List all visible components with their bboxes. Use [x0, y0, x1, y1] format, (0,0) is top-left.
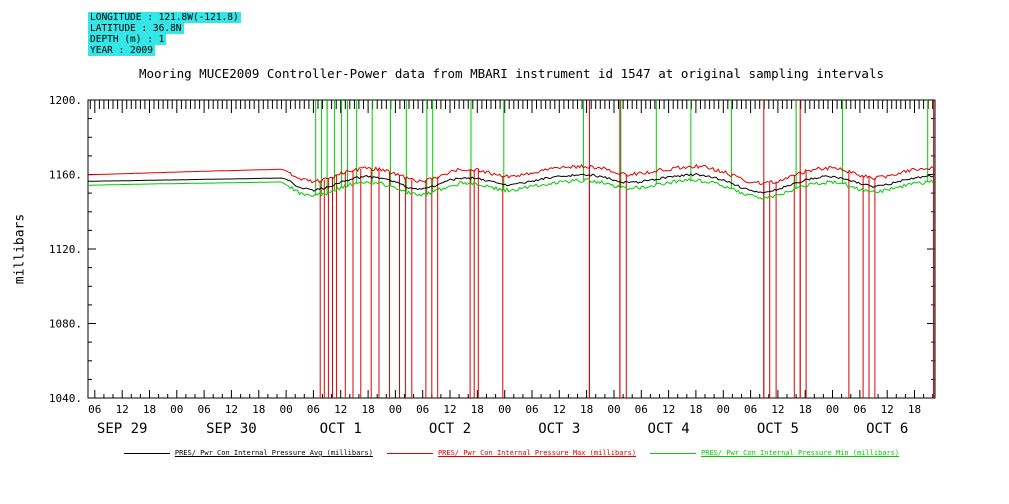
legend: PRES/ Pwr Con Internal Pressure Avg (mil… [88, 449, 935, 457]
page-title: Mooring MUCE2009 Controller-Power data f… [138, 66, 885, 81]
svg-text:1200.: 1200. [49, 94, 82, 107]
svg-text:18: 18 [361, 403, 374, 416]
svg-text:12: 12 [553, 403, 566, 416]
svg-text:00: 00 [389, 403, 402, 416]
svg-text:SEP 29: SEP 29 [97, 421, 148, 437]
legend-label-max: PRES/ Pwr Con Internal Pressure Max (mil… [437, 449, 637, 457]
svg-text:SEP 30: SEP 30 [206, 421, 257, 437]
svg-text:OCT 3: OCT 3 [538, 421, 580, 437]
legend-label-min: PRES/ Pwr Con Internal Pressure Min (mil… [701, 449, 900, 457]
svg-text:06: 06 [744, 403, 757, 416]
svg-text:00: 00 [498, 403, 511, 416]
legend-line-swatch-avg [123, 452, 170, 454]
svg-text:1160.: 1160. [49, 169, 82, 182]
legend-line-swatch-max [386, 452, 433, 454]
svg-text:18: 18 [580, 403, 593, 416]
svg-text:06: 06 [88, 403, 101, 416]
station-info-block: LONGITUDE : 121.8W(-121.8) LATITUDE : 36… [88, 12, 241, 56]
legend-item-avg: PRES/ Pwr Con Internal Pressure Avg (mil… [123, 449, 373, 457]
svg-text:18: 18 [252, 403, 265, 416]
year-label: YEAR : 2009 [88, 45, 155, 56]
legend-item-max: PRES/ Pwr Con Internal Pressure Max (mil… [386, 449, 637, 457]
depth-label: DEPTH (m) : 1 [88, 34, 167, 45]
svg-text:12: 12 [334, 403, 347, 416]
svg-text:00: 00 [717, 403, 730, 416]
svg-text:OCT 4: OCT 4 [648, 421, 690, 437]
svg-text:00: 00 [826, 403, 839, 416]
svg-text:OCT 5: OCT 5 [757, 421, 799, 437]
svg-text:18: 18 [689, 403, 702, 416]
legend-item-min: PRES/ Pwr Con Internal Pressure Min (mil… [650, 449, 899, 457]
svg-text:06: 06 [197, 403, 210, 416]
svg-text:12: 12 [443, 403, 456, 416]
svg-text:06: 06 [525, 403, 538, 416]
legend-label-avg: PRES/ Pwr Con Internal Pressure Avg (mil… [174, 449, 373, 457]
svg-text:12: 12 [662, 403, 675, 416]
svg-text:00: 00 [279, 403, 292, 416]
svg-text:1120.: 1120. [49, 243, 82, 256]
svg-text:12: 12 [116, 403, 129, 416]
legend-line-swatch-min [650, 452, 697, 454]
svg-text:1080.: 1080. [49, 318, 82, 331]
latitude-label: LATITUDE : 36.8N [88, 23, 184, 34]
svg-text:12: 12 [225, 403, 238, 416]
svg-text:OCT 1: OCT 1 [320, 421, 362, 437]
svg-text:06: 06 [416, 403, 429, 416]
svg-text:06: 06 [853, 403, 866, 416]
svg-text:06: 06 [635, 403, 648, 416]
longitude-label: LONGITUDE : 121.8W(-121.8) [88, 12, 241, 23]
svg-text:OCT 2: OCT 2 [429, 421, 471, 437]
svg-text:06: 06 [307, 403, 320, 416]
svg-text:18: 18 [908, 403, 921, 416]
svg-text:OCT 6: OCT 6 [866, 421, 908, 437]
svg-text:00: 00 [607, 403, 620, 416]
svg-text:00: 00 [170, 403, 183, 416]
svg-text:18: 18 [471, 403, 484, 416]
svg-text:1040.: 1040. [49, 392, 82, 405]
svg-text:18: 18 [143, 403, 156, 416]
svg-text:12: 12 [881, 403, 894, 416]
svg-text:12: 12 [771, 403, 784, 416]
svg-text:18: 18 [799, 403, 812, 416]
